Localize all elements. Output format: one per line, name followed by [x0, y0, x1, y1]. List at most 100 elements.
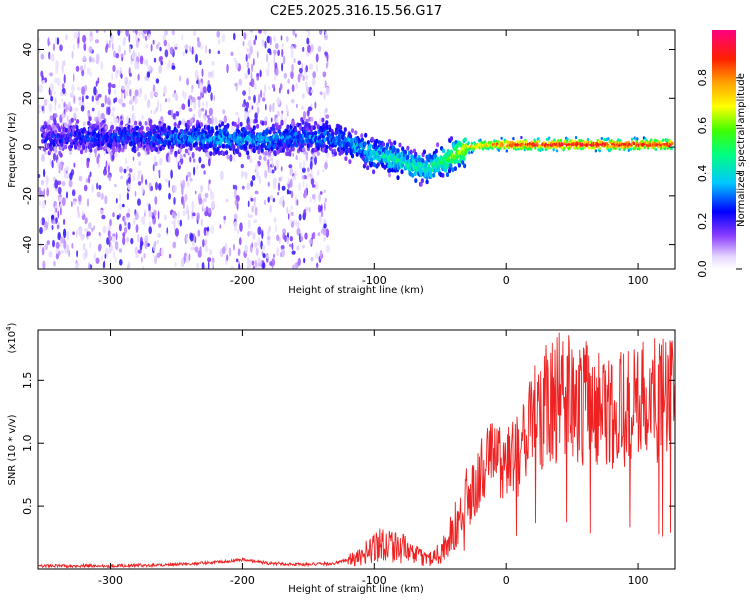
spectrogram-ridge-point — [636, 137, 639, 141]
spectrogram-noise-point — [249, 155, 252, 162]
spectrogram-noise-point — [254, 241, 258, 248]
spectrogram-noise-point — [107, 165, 110, 174]
spectrogram-noise-point — [239, 222, 243, 232]
spectrogram-noise-point — [266, 35, 271, 44]
spectrogram-noise-point — [63, 228, 67, 239]
colorbar-tick-label: 0.0 — [696, 260, 709, 278]
spectrogram-noise-point — [125, 90, 129, 97]
spectrogram-noise-point — [219, 224, 222, 229]
spectrogram-noise-point — [309, 196, 312, 203]
spectrogram-noise-point — [187, 213, 190, 221]
spectrogram-noise-point — [95, 80, 98, 87]
spectrogram-noise-point — [300, 232, 303, 238]
spectrogram-noise-point — [290, 190, 294, 199]
spectrogram-ridge-point — [578, 139, 581, 143]
spectrogram-ridge-point — [258, 137, 262, 143]
spectrogram-noise-point — [60, 236, 64, 244]
spectrogram-noise-point — [247, 200, 250, 208]
spectrogram-noise-point — [54, 77, 58, 84]
spectrogram-ridge-point — [617, 138, 620, 142]
spectrogram-noise-point — [113, 113, 115, 123]
spectrogram-noise-point — [55, 241, 60, 250]
spectrogram-noise-point — [128, 100, 133, 105]
spectrogram-noise-point — [266, 235, 271, 241]
spectrogram-noise-point — [289, 235, 293, 242]
spectrogram-noise-point — [287, 78, 290, 84]
spectrogram-ridge-point — [461, 160, 465, 165]
spectrogram-ridge-point — [184, 148, 188, 154]
spectrogram-noise-point — [108, 86, 111, 95]
spectrogram-ridge-point — [195, 145, 199, 151]
spectrogram-noise-point — [194, 190, 197, 195]
spectrogram-noise-point — [134, 190, 137, 197]
spectrogram-ridge-point — [99, 121, 103, 127]
spectrogram-noise-point — [154, 155, 156, 162]
spectrogram-noise-point — [132, 174, 136, 182]
spectrogram-noise-point — [53, 260, 56, 267]
spectrogram-noise-point — [38, 174, 41, 178]
spectrogram-noise-point — [165, 30, 168, 36]
spectrogram-noise-point — [71, 83, 75, 93]
spectrogram-noise-point — [134, 89, 139, 97]
spectrogram-noise-point — [324, 162, 328, 170]
spectrogram-noise-point — [78, 194, 82, 202]
spectrogram-noise-point — [154, 161, 158, 167]
spectrogram-ridge-point — [507, 146, 510, 150]
spectrogram-noise-point — [129, 88, 132, 97]
spectrogram-noise-point — [123, 226, 128, 234]
spectrogram-noise-point — [312, 231, 316, 240]
spectrogram-ridge-point — [420, 178, 424, 184]
spectrogram-noise-point — [271, 160, 274, 168]
spectrogram-ridge-point — [110, 124, 115, 130]
spectrogram-ridge-point — [105, 138, 109, 144]
spectrogram-noise-point — [289, 243, 293, 248]
spectrogram-noise-point — [310, 89, 314, 94]
spectrogram-noise-point — [302, 179, 305, 188]
spectrogram-ridge-point — [96, 125, 100, 130]
spectrogram-noise-point — [108, 247, 112, 254]
spectrogram-noise-point — [84, 228, 89, 232]
spectrogram-noise-point — [188, 108, 193, 112]
spectrogram-ridge-point — [630, 137, 634, 141]
spectrogram-noise-point — [103, 168, 107, 176]
spectrogram-ridge-point — [343, 127, 347, 132]
spectrogram-noise-point — [205, 100, 208, 108]
spectrogram-noise-point — [254, 206, 258, 216]
spectrogram-noise-point — [97, 93, 102, 98]
spectrogram-noise-point — [251, 260, 255, 266]
x-tick-label: -100 — [362, 574, 387, 587]
spectrogram-ridge-point — [157, 134, 161, 140]
spectrogram-noise-point — [305, 30, 309, 33]
spectrogram-noise-point — [61, 60, 64, 68]
spectrogram-noise-point — [172, 241, 177, 249]
spectrogram-noise-point — [319, 91, 323, 96]
snr-series-line — [38, 332, 675, 569]
spectrogram-noise-point — [269, 104, 272, 113]
spectrogram-ridge-point — [436, 142, 440, 148]
spectrogram-ridge-point — [312, 125, 316, 131]
spectrogram-noise-point — [274, 62, 278, 69]
spectrogram-noise-point — [135, 30, 138, 35]
spectrogram-noise-point — [122, 236, 126, 246]
spectrogram-noise-point — [150, 185, 154, 192]
spectrogram-noise-point — [174, 228, 179, 237]
spectrogram-noise-point — [173, 221, 176, 231]
spectrogram-noise-point — [271, 84, 275, 89]
spectrogram-noise-point — [41, 153, 45, 163]
snr-panel: -300 -200 -100 0 100 0.5 1.0 1.5 Height of str… — [5, 322, 676, 595]
spectrogram-noise-point — [275, 159, 280, 170]
spectrogram-noise-point — [150, 110, 153, 114]
spectrogram-noise-point — [63, 167, 67, 175]
spectrogram-ridge-point — [483, 140, 487, 144]
spectrogram-noise-point — [38, 47, 41, 54]
spectrogram-noise-point — [97, 244, 102, 252]
spectrogram-noise-point — [86, 231, 91, 237]
spectrogram-noise-point — [270, 117, 273, 123]
spectrogram-noise-point — [160, 60, 163, 66]
spectrogram-noise-point — [131, 51, 135, 60]
spectrogram-noise-point — [123, 50, 126, 56]
spectrogram-noise-point — [145, 179, 148, 185]
spectrogram-noise-point — [255, 163, 259, 172]
spectrogram-ridge-point — [497, 144, 500, 148]
spectrogram-noise-point — [312, 71, 317, 79]
